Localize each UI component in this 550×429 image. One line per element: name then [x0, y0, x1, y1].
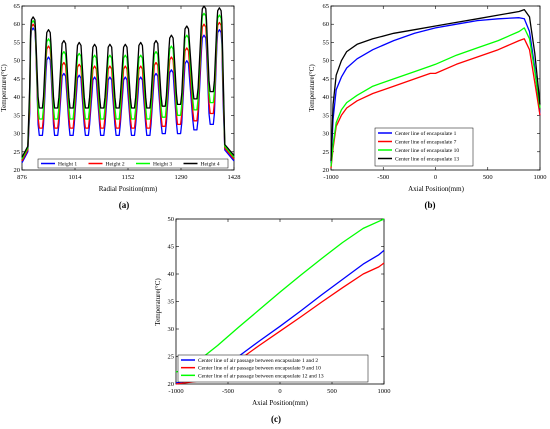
x-tick-label: 0: [434, 174, 437, 181]
y-tick-label: 50: [14, 58, 21, 65]
legend-label: Height 2: [106, 162, 125, 168]
y-ticks: 20 25 30 35 40 45 50: [168, 216, 384, 388]
y-tick-label: 35: [323, 112, 330, 119]
series-line-3: [330, 27, 541, 167]
x-axis-label: Radial Position(mm): [99, 185, 158, 193]
x-tick-label: 876: [17, 174, 28, 181]
legend-label: Center line of encapsulate 7: [395, 139, 457, 146]
x-tick-label: -1000: [168, 388, 183, 395]
x-tick-label: -500: [377, 174, 389, 181]
x-ticks: -1000 -500 0 500 1000: [168, 219, 391, 395]
legend: Height 1 Height 2 Height 3 Height 4: [37, 158, 229, 169]
panel-label-c: (c): [271, 414, 281, 424]
x-tick-label: 1428: [228, 174, 241, 181]
y-tick-label: 25: [168, 354, 175, 361]
series-line-1: [330, 17, 541, 163]
series-lines: [21, 5, 235, 164]
y-tick-label: 65: [323, 3, 330, 10]
y-tick-label: 45: [14, 76, 21, 83]
y-tick-label: 30: [323, 131, 330, 138]
y-tick-label: 45: [168, 244, 175, 251]
y-tick-label: 25: [14, 149, 21, 156]
legend-label: Center line of air passage between encap…: [198, 372, 324, 379]
series-line-2: [330, 38, 541, 169]
y-tick-label: 25: [323, 149, 330, 156]
x-ticks: -1000 -500 0 500 1000: [323, 6, 547, 181]
y-tick-label: 55: [323, 39, 330, 46]
y-tick-label: 40: [323, 94, 330, 101]
legend-label: Center line of air passage between encap…: [198, 357, 318, 364]
series-lines: [330, 8, 541, 169]
y-tick-label: 30: [14, 131, 21, 138]
series-line-2: [21, 21, 235, 162]
series-line-4: [330, 8, 541, 161]
series-line-3: [21, 12, 235, 160]
panel-label-a: (a): [119, 200, 130, 210]
panel-b: 20 25 30 35 40 45 50 55 60 65 -1000 -500 0 500 1000 C…: [308, 3, 547, 210]
y-tick-label: 55: [14, 39, 21, 46]
y-axis-label: Temperature(°C): [0, 64, 8, 112]
panel-c: 20 25 30 35 40 45 50 -1000 -500 0 500 1000 Center …: [154, 216, 391, 424]
x-tick-label: 1000: [378, 388, 391, 395]
legend-label: Center line of air passage between encap…: [198, 365, 321, 372]
legend: Center line of air passage between encap…: [177, 354, 369, 383]
y-tick-label: 45: [323, 76, 330, 83]
legend-label: Height 4: [201, 162, 220, 168]
y-axis-label: Temperature(°C): [154, 278, 162, 326]
x-tick-label: 1290: [175, 174, 188, 181]
legend-label: Height 1: [58, 162, 77, 168]
y-tick-label: 60: [323, 21, 330, 28]
y-tick-label: 50: [168, 216, 175, 223]
x-tick-label: 500: [483, 174, 493, 181]
legend-label: Center line of encapsulate 1: [395, 130, 457, 137]
x-tick-label: 1000: [534, 174, 547, 181]
y-tick-label: 35: [168, 299, 175, 306]
y-tick-label: 30: [168, 326, 175, 333]
x-tick-label: 500: [327, 388, 337, 395]
x-axis-label: Axial Position(mm): [252, 399, 308, 407]
y-tick-label: 40: [14, 94, 21, 101]
panel-a: 20 25 30 35 40 45 50 55 60 65 876 1014 1152 1290 1428…: [0, 3, 241, 210]
x-tick-label: -1000: [323, 174, 338, 181]
x-axis-label: Axial Position(mm): [408, 185, 464, 193]
legend-box: [374, 127, 474, 167]
x-tick-label: -500: [222, 388, 234, 395]
y-tick-label: 20: [14, 167, 21, 174]
y-tick-label: 35: [14, 112, 21, 119]
legend-box: [177, 354, 369, 383]
y-axis-label: Temperature(°C): [308, 64, 316, 112]
series-line-3: [175, 218, 385, 373]
y-tick-label: 20: [168, 381, 175, 388]
y-tick-label: 40: [168, 271, 175, 278]
legend-label: Height 3: [153, 162, 172, 168]
panel-label-b: (b): [425, 200, 436, 210]
legend-label: Center line of encapsulate 13: [395, 156, 459, 163]
y-tick-label: 65: [14, 3, 21, 10]
series-line-1: [21, 27, 235, 164]
legend: Center line of encapsulate 1 Center line …: [374, 127, 474, 167]
y-ticks: 20 25 30 35 40 45 50 55 60 65: [14, 3, 234, 174]
series-line-4: [21, 5, 235, 158]
legend-box: [37, 158, 229, 169]
legend-label: Center line of encapsulate 10: [395, 147, 459, 154]
x-tick-label: 0: [278, 388, 281, 395]
y-tick-label: 50: [323, 58, 330, 65]
y-tick-label: 60: [14, 21, 21, 28]
y-tick-label: 20: [323, 167, 330, 174]
x-tick-label: 1152: [122, 174, 135, 181]
x-tick-label: 1014: [69, 174, 83, 181]
